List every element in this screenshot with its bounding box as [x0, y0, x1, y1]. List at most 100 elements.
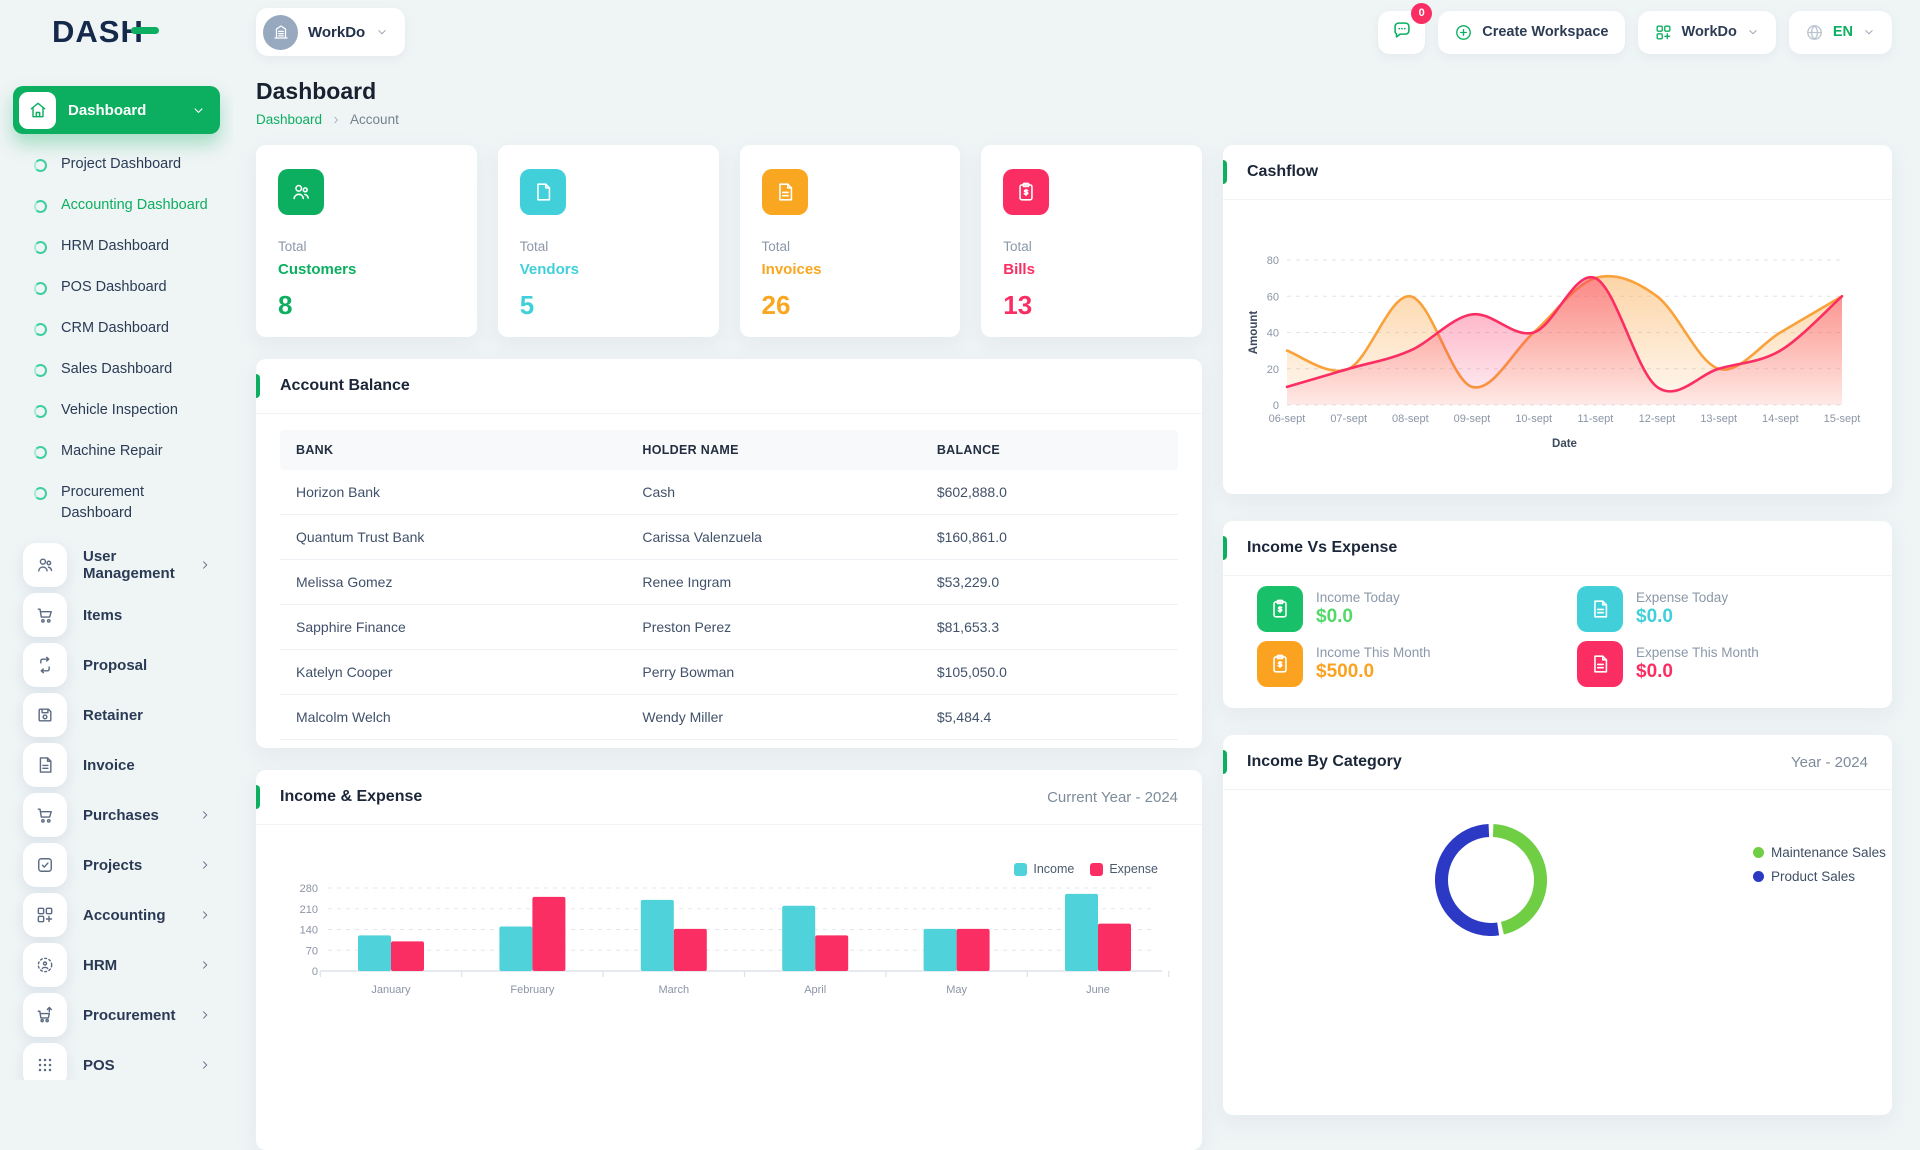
table-row: Malcolm Welch Wendy Miller $5,484.4	[280, 695, 1178, 740]
sidebar-item-accounting[interactable]: Accounting	[13, 890, 220, 940]
sidebar-item-projects[interactable]: Projects	[13, 840, 220, 890]
sidebar-item-label: HRM	[83, 956, 118, 974]
legend-item-maintenance-sales: Maintenance Sales	[1753, 845, 1886, 860]
legend-swatch	[1090, 862, 1104, 876]
sidebar-subitem-crm-dashboard[interactable]: CRM Dashboard	[13, 308, 220, 349]
sidebar-subitem-sales-dashboard[interactable]: Sales Dashboard	[13, 349, 220, 390]
bullet-icon	[34, 364, 47, 378]
stat-card-value: 8	[278, 290, 293, 320]
chevron-right-icon	[198, 908, 212, 922]
workdo-menu-button[interactable]: WorkDo	[1637, 10, 1776, 54]
sidebar-item-items[interactable]: Items	[13, 590, 220, 640]
ive-value: $500.0	[1316, 661, 1375, 682]
sidebar-subitem-label: Accounting Dashboard	[61, 197, 208, 214]
sidebar-subitem-project-dashboard[interactable]: Project Dashboard	[13, 144, 220, 185]
svg-text:May: May	[946, 984, 967, 996]
svg-text:Amount: Amount	[1248, 311, 1260, 355]
swap-icon	[23, 643, 67, 688]
table-cell: Horizon Bank	[296, 484, 381, 500]
sidebar-subitem-machine-repair[interactable]: Machine Repair	[13, 431, 220, 472]
stat-card-top-label: Total	[278, 239, 307, 254]
bullet-icon	[34, 159, 47, 172]
chevron-down-icon	[375, 25, 389, 39]
card-title: Account Balance	[280, 377, 410, 394]
table-column-header: HOLDER NAME	[642, 443, 739, 457]
svg-text:10-sept: 10-sept	[1515, 413, 1552, 425]
svg-text:70: 70	[306, 945, 318, 957]
ive-item-expense-today: Expense Today $0.0	[1577, 586, 1892, 632]
stat-card-name: Vendors	[519, 261, 579, 278]
table-row: Horizon Bank Cash $602,888.0	[280, 470, 1178, 515]
svg-text:13-sept: 13-sept	[1700, 413, 1737, 425]
account-balance-card: Account Balance BANK HOLDER NAME BALANCE Ho…	[256, 359, 1202, 748]
svg-text:January: January	[371, 984, 411, 996]
sidebar-item-dashboard[interactable]: Dashboard	[13, 86, 220, 134]
stat-card-name: Customers	[278, 261, 357, 278]
sidebar-subitem-label: HRM Dashboard	[61, 238, 169, 255]
ive-label: Expense This Month	[1636, 645, 1759, 660]
svg-text:140: 140	[300, 925, 318, 937]
legend-dot	[1753, 847, 1764, 858]
table-cell: Malcolm Welch	[296, 709, 391, 725]
sidebar-item-procurement[interactable]: Procurement	[13, 990, 220, 1040]
sidebar-item-label: Procurement	[83, 1006, 176, 1024]
workspace-switcher[interactable]: WorkDo	[256, 8, 406, 56]
sidebar-item-invoice[interactable]: Invoice	[13, 740, 220, 790]
svg-text:40: 40	[1267, 328, 1279, 340]
sidebar-item-hrm[interactable]: HRM	[13, 940, 220, 990]
brand-logo[interactable]: DASH	[0, 0, 233, 64]
table-row: Sapphire Finance Preston Perez $81,653.3	[280, 605, 1178, 650]
donut-chart-area: Maintenance Sales Product Sales	[1223, 790, 1892, 1090]
sidebar-subitem-accounting-dashboard[interactable]: Accounting Dashboard	[13, 185, 220, 226]
bullet-icon	[34, 200, 47, 214]
left-column: Total Customers 8 Total Vendors 5 Total Invoice…	[256, 145, 1202, 1150]
sidebar-item-retainer[interactable]: Retainer	[13, 690, 220, 740]
chevron-right-icon	[198, 1058, 212, 1072]
table-row: Katelyn Cooper Perry Bowman $105,050.0	[280, 650, 1178, 695]
cart-icon	[23, 593, 67, 638]
cashflow-card: Cashflow 0 20 40 60 80 06-sept 07-sept 08-sept 0…	[1223, 145, 1892, 494]
messages-button[interactable]: 0	[1378, 2, 1433, 54]
sidebar-item-label: Purchases	[83, 806, 159, 824]
home-icon	[19, 91, 56, 129]
grid-icon	[1654, 23, 1673, 42]
sidebar-subitem-hrm-dashboard[interactable]: HRM Dashboard	[13, 226, 220, 267]
chevron-right-icon	[198, 958, 212, 972]
sidebar-subitem-vehicle-inspection[interactable]: Vehicle Inspection	[13, 390, 220, 431]
create-workspace-button[interactable]: Create Workspace	[1438, 10, 1625, 54]
table-cell: Wendy Miller	[642, 709, 724, 725]
table-header-row: BANK HOLDER NAME BALANCE	[280, 430, 1178, 470]
sidebar-item-label: Retainer	[83, 706, 144, 724]
cart-icon	[23, 793, 67, 838]
table-row: Melissa Gomez Renee Ingram $53,229.0	[280, 560, 1178, 605]
svg-text:08-sept: 08-sept	[1392, 413, 1429, 425]
sidebar-subitem-procurement-dashboard[interactable]: Procurement Dashboard	[13, 472, 220, 534]
topbar-actions: 0 Create Workspace WorkDo EN	[1378, 2, 1892, 54]
chevron-right-icon	[198, 858, 212, 872]
table-cell: $602,888.0	[936, 484, 1007, 500]
sidebar-item-proposal[interactable]: Proposal	[13, 640, 220, 690]
svg-text:20: 20	[1267, 364, 1279, 376]
sidebar-item-pos[interactable]: POS	[13, 1040, 220, 1080]
sidebar-item-user-management[interactable]: User Management	[13, 540, 220, 590]
sidebar-item-purchases[interactable]: Purchases	[13, 790, 220, 840]
language-button[interactable]: EN	[1788, 10, 1892, 54]
income-vs-expense-grid: Income Today $0.0 Expense Today $0.0 Income …	[1223, 576, 1892, 687]
income-vs-expense-header: Income Vs Expense	[1223, 521, 1892, 576]
legend-item-income: Income	[1014, 862, 1074, 876]
chevron-right-icon	[198, 808, 212, 822]
card-title: Income By Category	[1247, 753, 1402, 770]
svg-text:June: June	[1086, 984, 1110, 996]
breadcrumb-current: Account	[350, 112, 399, 127]
invoice-icon	[23, 743, 67, 788]
dashboard-grid: Total Customers 8 Total Vendors 5 Total Invoice…	[256, 145, 1892, 1150]
chevron-right-icon	[330, 114, 342, 126]
chevron-down-icon	[1862, 25, 1876, 39]
breadcrumb: Dashboard Account	[256, 112, 1892, 127]
sidebar-subitem-pos-dashboard[interactable]: POS Dashboard	[13, 267, 220, 308]
svg-text:0: 0	[312, 966, 318, 978]
breadcrumb-link-dashboard[interactable]: Dashboard	[256, 112, 323, 127]
page-content: Dashboard Dashboard Account Total Custome…	[233, 64, 1920, 1150]
logo-dash-accent	[130, 27, 159, 34]
page-header: Dashboard Dashboard Account	[256, 78, 1892, 127]
